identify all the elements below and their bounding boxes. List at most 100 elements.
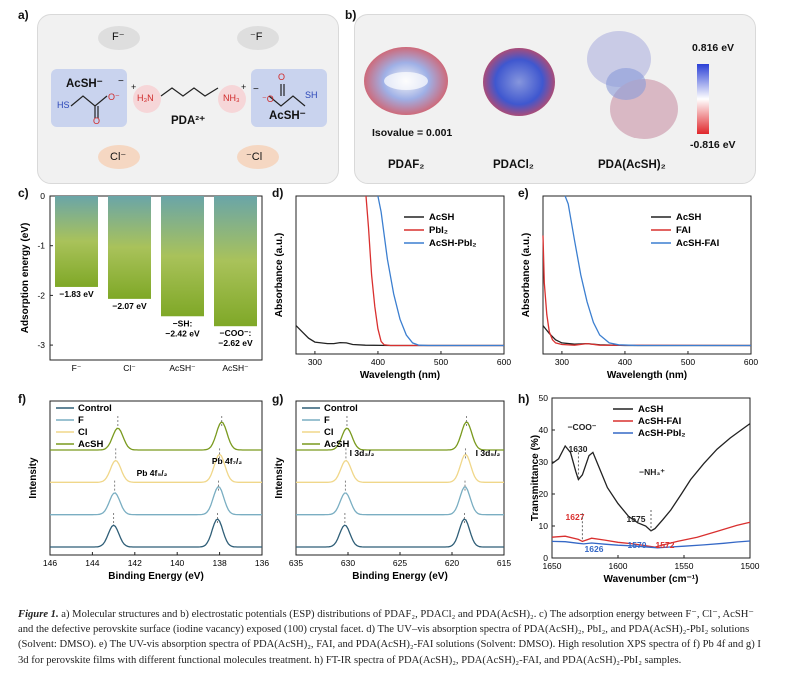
chart-f-xtick-label: 140: [170, 558, 184, 568]
molecule-label-pdaf2: PDAF₂: [388, 159, 425, 171]
chart-h-annotation: 1626: [585, 544, 604, 554]
chart-g-annotation: I 3d₅/₂: [476, 448, 501, 458]
chart-f-series-line: [50, 453, 262, 483]
chart-e-series-line: [542, 235, 752, 347]
chart-h-series-line: [551, 521, 751, 548]
chart-h-series-line: [551, 423, 751, 532]
chart-g-legend-label: F: [324, 415, 330, 426]
panel-b-box: [354, 14, 756, 184]
chart-f-xlabel: Binding Energy (eV): [108, 571, 204, 582]
cation-left-plus: +: [131, 82, 137, 92]
left-anion-name: AcSH⁻: [66, 78, 103, 90]
chart-h-annotation: 1575: [627, 514, 646, 524]
cation-name: PDA²⁺: [171, 115, 206, 127]
chart-g-legend-label: Control: [324, 403, 358, 414]
chart-f-xtick-label: 142: [128, 558, 142, 568]
chart-c-data-label: −2.62 eV: [218, 338, 253, 348]
panel-label-e: e): [518, 186, 529, 200]
chart-d-legend-label: AcSH: [429, 212, 454, 223]
chart-e-legend-label: AcSH-FAI: [676, 238, 719, 249]
chart-c-bar: [55, 196, 98, 287]
chart-e-series-line: [564, 195, 751, 347]
chart-f-xtick-label: 136: [255, 558, 269, 568]
isovalue-label: Isovalue = 0.001: [372, 127, 453, 139]
chart-c-xtick-label: AcSH⁻: [222, 363, 249, 373]
chart-g-annotation: I 3d₃/₂: [350, 448, 375, 458]
chart-h-annotation: 1630: [569, 444, 588, 454]
chart-h-ylabel: Transmittance (%): [530, 435, 541, 521]
chart-h-ytick-label: 40: [539, 425, 549, 435]
right-anion-o: O: [278, 72, 286, 82]
chart-h-annotation: −NH₃⁺: [639, 467, 665, 477]
chart-g-xtick-label: 620: [445, 558, 459, 568]
chart-c-bar: [214, 196, 257, 327]
colorbar-min-label: -0.816 eV: [690, 139, 736, 151]
chart-d-series-line: [377, 195, 504, 347]
chart-d-xtick-label: 600: [497, 357, 511, 367]
panel-label-h: h): [518, 392, 530, 406]
chart-g-legend-label: Cl: [324, 427, 334, 438]
chart-c-xtick-label: F⁻: [72, 363, 82, 373]
chart-h-series-line: [551, 540, 751, 549]
cation-right-group: NH₃: [223, 93, 240, 103]
left-anion-hs: HS: [57, 100, 70, 110]
left-anion-o-charge: O⁻: [108, 92, 120, 102]
panel-label-f: f): [18, 392, 26, 406]
chart-f-legend-label: AcSH: [78, 439, 103, 450]
chart-c-xtick-label: Cl⁻: [123, 363, 136, 373]
chart-g-xtick-label: 625: [393, 558, 407, 568]
chart-g-xtick-label: 615: [497, 558, 511, 568]
cation-left-group: H₃N: [137, 93, 154, 103]
chart-f-annotation: Pb 4f₅/₂: [137, 468, 168, 478]
left-anion-o: O: [93, 116, 101, 126]
ion-label-f-right: ⁻F: [250, 31, 263, 43]
chart-h-ytick-label: 20: [539, 489, 549, 499]
chart-h-ytick-label: 10: [539, 521, 549, 531]
chart-h-xtick-label: 1600: [609, 561, 628, 571]
figure-caption: Figure 1. a) Molecular structures and b)…: [18, 607, 770, 668]
chart-d-xtick-label: 500: [434, 357, 448, 367]
chart-h-ytick-label: 30: [539, 457, 549, 467]
right-anion-o-charge: ⁻O: [262, 94, 274, 104]
chart-e-legend-label: AcSH: [676, 212, 701, 223]
chart-h-annotation: 1570: [628, 540, 647, 550]
chart-c-data-label: −1.83 eV: [59, 289, 94, 299]
chart-h-annotation: −COO⁻: [568, 422, 597, 432]
chart-h-ytick-label: 0: [543, 553, 548, 563]
panel-label-g: g): [272, 392, 284, 406]
chart-f-xtick-label: 146: [43, 558, 57, 568]
chart-e-xtick-label: 500: [681, 357, 695, 367]
chart-d-frame: [295, 195, 505, 355]
chart-d-xtick-label: 300: [308, 357, 322, 367]
molecule-label-pda-acsh2: PDA(AcSH)₂: [598, 159, 666, 171]
chart-f-series-line: [50, 486, 262, 516]
chart-c-data-label: −2.07 eV: [112, 301, 147, 311]
chart-e-xtick-label: 600: [744, 357, 758, 367]
chart-c-frame: [49, 195, 263, 361]
chart-d-legend-label: PbI₂: [429, 225, 448, 236]
chart-h-frame: [551, 397, 751, 559]
chart-c-ytick-label: -1: [37, 241, 45, 251]
cation-right-plus: +: [241, 82, 247, 92]
chart-c-ytick-label: 0: [40, 191, 45, 201]
chart-g-ylabel: Intensity: [274, 457, 285, 499]
panel-a-molecules: [51, 26, 327, 169]
chart-c-data-label: −COO⁻:: [220, 328, 252, 338]
chart-f-series-line: [50, 518, 262, 548]
chart-f-annotation: Pb 4f₇/₂: [212, 456, 243, 466]
chart-c-ytick-label: -2: [37, 290, 45, 300]
chart-e-legend-label: FAI: [676, 225, 691, 236]
chart-h-xtick-label: 1550: [675, 561, 694, 571]
caption-label: Figure 1.: [18, 609, 59, 620]
chart-d-legend-label: AcSH-PbI₂: [429, 238, 477, 249]
chart-h-legend-label: AcSH-PbI₂: [638, 428, 686, 439]
chart-c-bar: [161, 196, 204, 317]
chart-g-legend-label: AcSH: [324, 439, 349, 450]
chart-c-ytick-label: -3: [37, 340, 45, 350]
chart-h-annotation: 1572: [656, 540, 675, 550]
chart-h-xtick-label: 1650: [543, 561, 562, 571]
panel-label-a: a): [18, 8, 29, 22]
chart-g-xtick-label: 630: [341, 558, 355, 568]
chart-d-xtick-label: 400: [371, 357, 385, 367]
